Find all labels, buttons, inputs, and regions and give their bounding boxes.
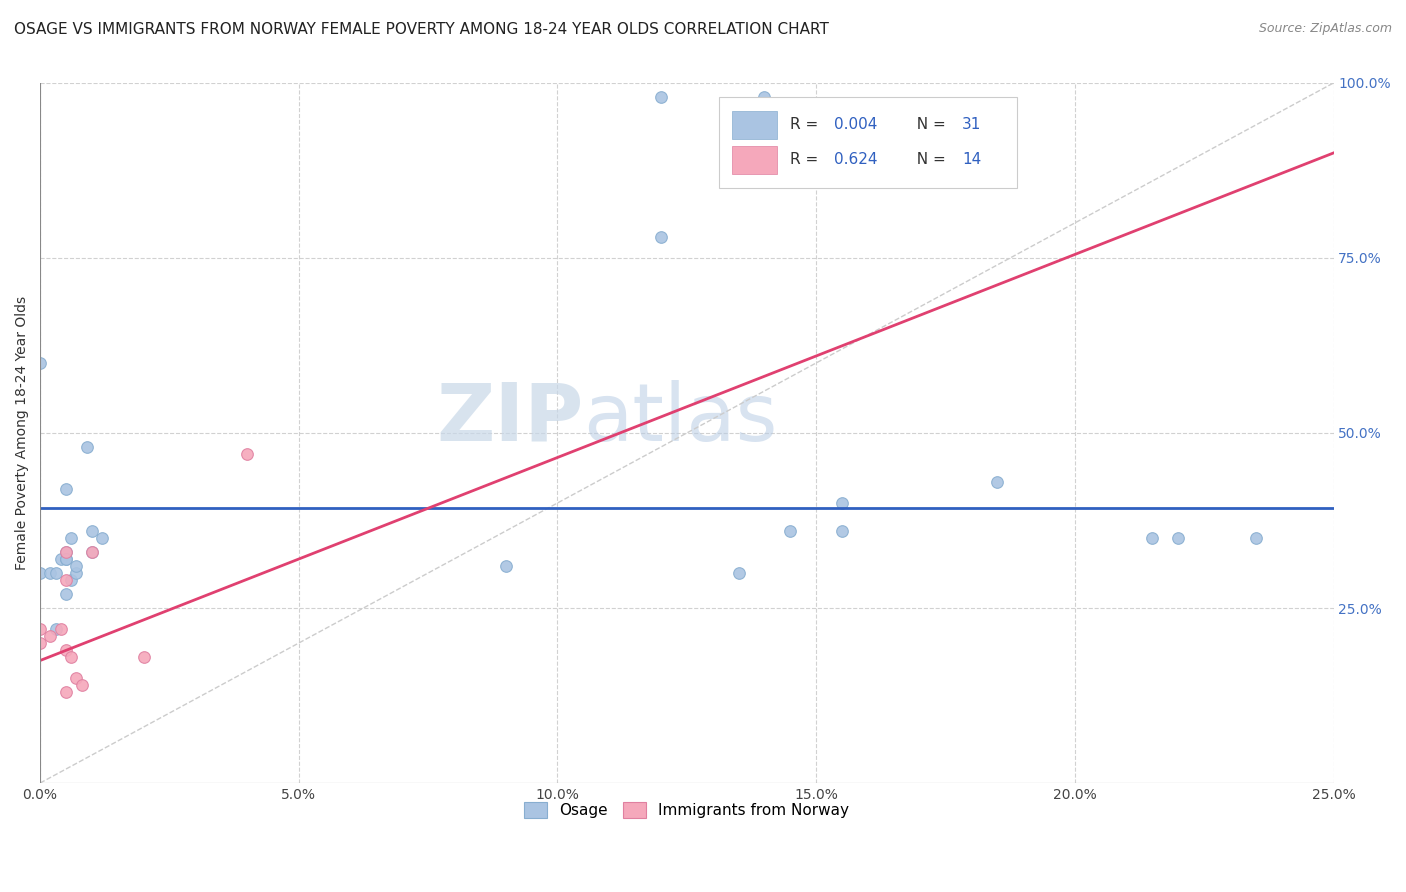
Text: 31: 31: [962, 118, 981, 132]
Point: [55, 587, 77, 601]
FancyBboxPatch shape: [733, 146, 778, 174]
Text: OSAGE VS IMMIGRANTS FROM NORWAY FEMALE POVERTY AMONG 18-24 YEAR OLDS CORRELATION: OSAGE VS IMMIGRANTS FROM NORWAY FEMALE P…: [14, 22, 830, 37]
Point: [55, 552, 77, 566]
Point: [55, 552, 77, 566]
FancyBboxPatch shape: [718, 97, 1017, 188]
Point: [30, 566, 52, 580]
Point: [754, 90, 776, 104]
Point: [650, 90, 672, 104]
Point: [55, 685, 77, 699]
Point: [55, 643, 77, 657]
Point: [831, 524, 853, 538]
Legend: Osage, Immigrants from Norway: Osage, Immigrants from Norway: [519, 797, 855, 824]
Point: [80, 545, 103, 559]
Point: [49, 622, 72, 636]
Text: Source: ZipAtlas.com: Source: ZipAtlas.com: [1258, 22, 1392, 36]
Point: [779, 524, 801, 538]
Text: atlas: atlas: [583, 380, 778, 458]
Text: 0.004: 0.004: [834, 118, 877, 132]
Point: [132, 650, 155, 665]
Point: [65, 559, 87, 574]
Point: [495, 559, 517, 574]
Point: [60, 650, 83, 665]
Point: [39, 566, 62, 580]
Text: R =: R =: [790, 118, 824, 132]
Text: N =: N =: [907, 118, 950, 132]
Point: [49, 552, 72, 566]
Point: [55, 482, 77, 496]
Point: [831, 496, 853, 510]
Point: [1167, 531, 1189, 545]
Point: [30, 356, 52, 370]
Point: [70, 678, 93, 692]
Y-axis label: Female Poverty Among 18-24 Year Olds: Female Poverty Among 18-24 Year Olds: [15, 296, 30, 570]
Point: [30, 636, 52, 650]
Text: 14: 14: [962, 153, 981, 168]
Text: 0.624: 0.624: [834, 153, 877, 168]
Point: [1244, 531, 1267, 545]
Point: [30, 622, 52, 636]
Point: [650, 230, 672, 244]
Point: [727, 566, 749, 580]
Point: [76, 440, 98, 454]
Text: N =: N =: [907, 153, 950, 168]
Point: [91, 531, 114, 545]
Text: R =: R =: [790, 153, 824, 168]
FancyBboxPatch shape: [733, 111, 778, 139]
Point: [55, 545, 77, 559]
Point: [986, 475, 1008, 489]
Point: [80, 524, 103, 538]
Point: [45, 622, 67, 636]
Point: [236, 447, 259, 461]
Point: [55, 573, 77, 587]
Point: [65, 566, 87, 580]
Point: [1142, 531, 1164, 545]
Point: [55, 545, 77, 559]
Point: [60, 573, 83, 587]
Point: [39, 629, 62, 643]
Point: [80, 545, 103, 559]
Point: [60, 531, 83, 545]
Point: [45, 566, 67, 580]
Text: ZIP: ZIP: [436, 380, 583, 458]
Point: [65, 671, 87, 685]
